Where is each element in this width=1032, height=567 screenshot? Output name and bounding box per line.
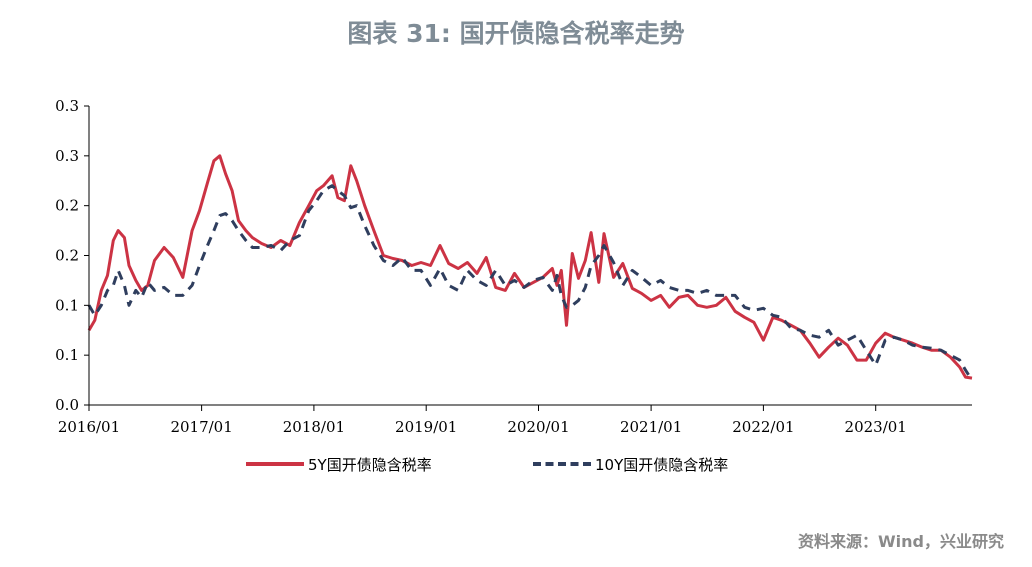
x-tick-label: 2016/01 [58, 418, 120, 436]
x-tick-label: 2020/01 [507, 418, 569, 436]
y-tick-label: 0.2 [55, 197, 79, 215]
axis-layer: 0.0 0.1 0.1 0.2 0.2 0.3 0.3 2016/01 2017/01 2018/… [55, 97, 972, 436]
x-tick-label: 2022/01 [732, 418, 794, 436]
y-tick-label: 0.1 [55, 346, 79, 364]
x-tick-label: 2018/01 [283, 418, 345, 436]
series-layer [87, 154, 974, 381]
legend-label-10y: 10Y国开债隐含税率 [595, 455, 729, 474]
legend-label-5y: 5Y国开债隐含税率 [308, 455, 432, 474]
legend-swatch-10y [533, 462, 591, 466]
legend-item-10y: 10Y国开债隐含税率 [533, 452, 728, 476]
y-tick-label: 0.1 [55, 296, 79, 314]
y-tick-label: 0.2 [55, 247, 79, 265]
x-tick-label: 2017/01 [170, 418, 232, 436]
x-tick-label: 2023/01 [845, 418, 907, 436]
y-tick-label: 0.3 [55, 97, 79, 115]
y-tick-label: 0.0 [55, 396, 79, 414]
x-tick-label: 2021/01 [620, 418, 682, 436]
series-line-10y [87, 184, 974, 381]
legend: 5Y国开债隐含税率 10Y国开债隐含税率 [0, 452, 1032, 476]
source-note: 资料来源：Wind，兴业研究 [798, 532, 1004, 551]
x-tick-label: 2019/01 [395, 418, 457, 436]
chart-title: 图表 31: 国开债隐含税率走势 [347, 19, 685, 48]
y-tick-label: 0.3 [55, 147, 79, 165]
legend-swatch-5y [246, 462, 304, 466]
legend-item-5y: 5Y国开债隐含税率 [246, 452, 432, 476]
